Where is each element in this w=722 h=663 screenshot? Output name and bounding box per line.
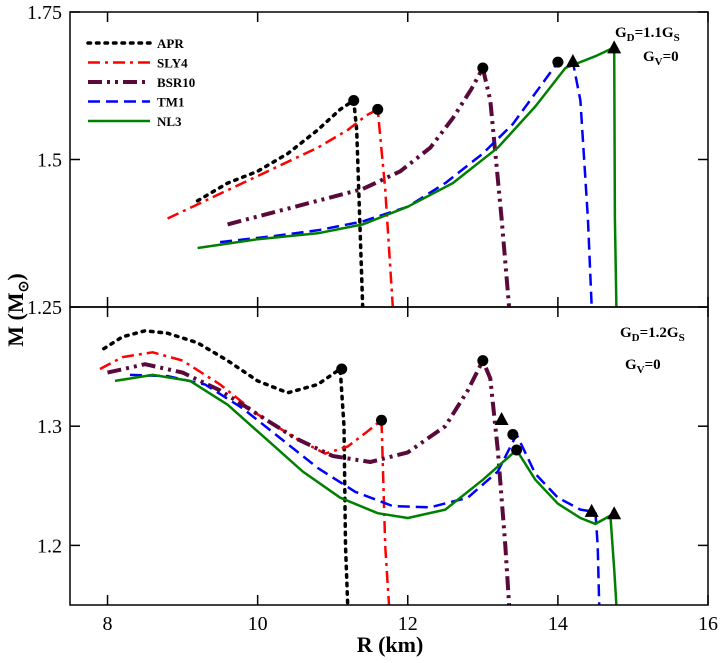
- legend-label-bsr10: BSR10: [157, 75, 195, 90]
- y-axis-title: M (M⊙): [3, 273, 32, 346]
- top-tm1-max-marker-0: [552, 56, 564, 68]
- bottom-series-sly4: [99, 351, 391, 605]
- top-annotation-gd: GD=1.1GS: [615, 25, 680, 44]
- bottom-nl3-triangle-marker-1: [607, 506, 622, 520]
- xtick-label-0: 8: [103, 613, 113, 635]
- bottom-tm1-triangle-marker-1: [584, 503, 599, 517]
- bottom-series-apr: [102, 329, 350, 605]
- top-apr-max-marker-0: [348, 95, 360, 106]
- bottom-panel-markers: [336, 355, 622, 520]
- xtick-label-4: 16: [698, 613, 718, 635]
- bottom-tm1-max-marker-0: [507, 429, 519, 441]
- bottom-panel: 1.2 1.3 8 10 12 14 16 GD=1.2GS GV=0: [37, 306, 718, 635]
- bottom-bsr10-triangle-marker-1: [494, 412, 509, 426]
- bottom-annotation-gv: GV=0: [625, 357, 661, 376]
- legend-label-tm1: TM1: [157, 95, 184, 110]
- legend: APR SLY4 BSR10 TM1 NL3: [86, 36, 195, 129]
- xtick-label-1: 10: [248, 613, 268, 635]
- bottom-ytick-label-0: 1.2: [37, 535, 62, 557]
- top-tm1-triangle-marker-1: [565, 53, 580, 67]
- bottom-nl3-max-marker-0: [511, 444, 523, 456]
- bottom-apr-max-marker-0: [336, 363, 348, 375]
- bottom-series-bsr10: [107, 358, 512, 605]
- bottom-panel-curves: [99, 329, 618, 605]
- top-series-sly4: [167, 108, 395, 307]
- bottom-panel-ticks: 1.2 1.3 8 10 12 14 16: [37, 307, 718, 635]
- top-sly4-max-marker-0: [372, 103, 384, 115]
- bottom-annotation-gd: GD=1.2GS: [620, 325, 685, 344]
- bottom-sly4-max-marker-0: [375, 414, 387, 426]
- top-panel-markers: [348, 40, 622, 115]
- top-bsr10-max-marker-0: [477, 62, 489, 74]
- top-panel: 1.25 1.5 1.75 GD=1.1GS GV=0 APR SLY4 BSR10 TM…: [27, 2, 709, 319]
- xtick-label-2: 12: [398, 613, 418, 635]
- bottom-series-tm1: [129, 373, 601, 605]
- legend-label-nl3: NL3: [157, 114, 182, 129]
- top-ytick-label-2: 1.75: [27, 2, 62, 24]
- bottom-ytick-label-1: 1.3: [37, 416, 62, 438]
- top-series-bsr10: [227, 66, 512, 307]
- top-ytick-label-0: 1.25: [27, 297, 62, 319]
- bottom-bsr10-max-marker-0: [477, 355, 489, 367]
- legend-label-apr: APR: [157, 36, 184, 51]
- bottom-series-nl3: [114, 373, 618, 605]
- xtick-label-3: 14: [548, 613, 568, 635]
- top-nl3-triangle-marker-0: [607, 40, 622, 54]
- top-ytick-label-1: 1.5: [37, 150, 62, 172]
- top-annotation-gv: GV=0: [643, 49, 679, 68]
- legend-label-sly4: SLY4: [157, 56, 188, 71]
- x-axis-title: R (km): [357, 632, 424, 657]
- top-series-apr: [195, 98, 365, 307]
- bottom-panel-frame: [69, 306, 709, 606]
